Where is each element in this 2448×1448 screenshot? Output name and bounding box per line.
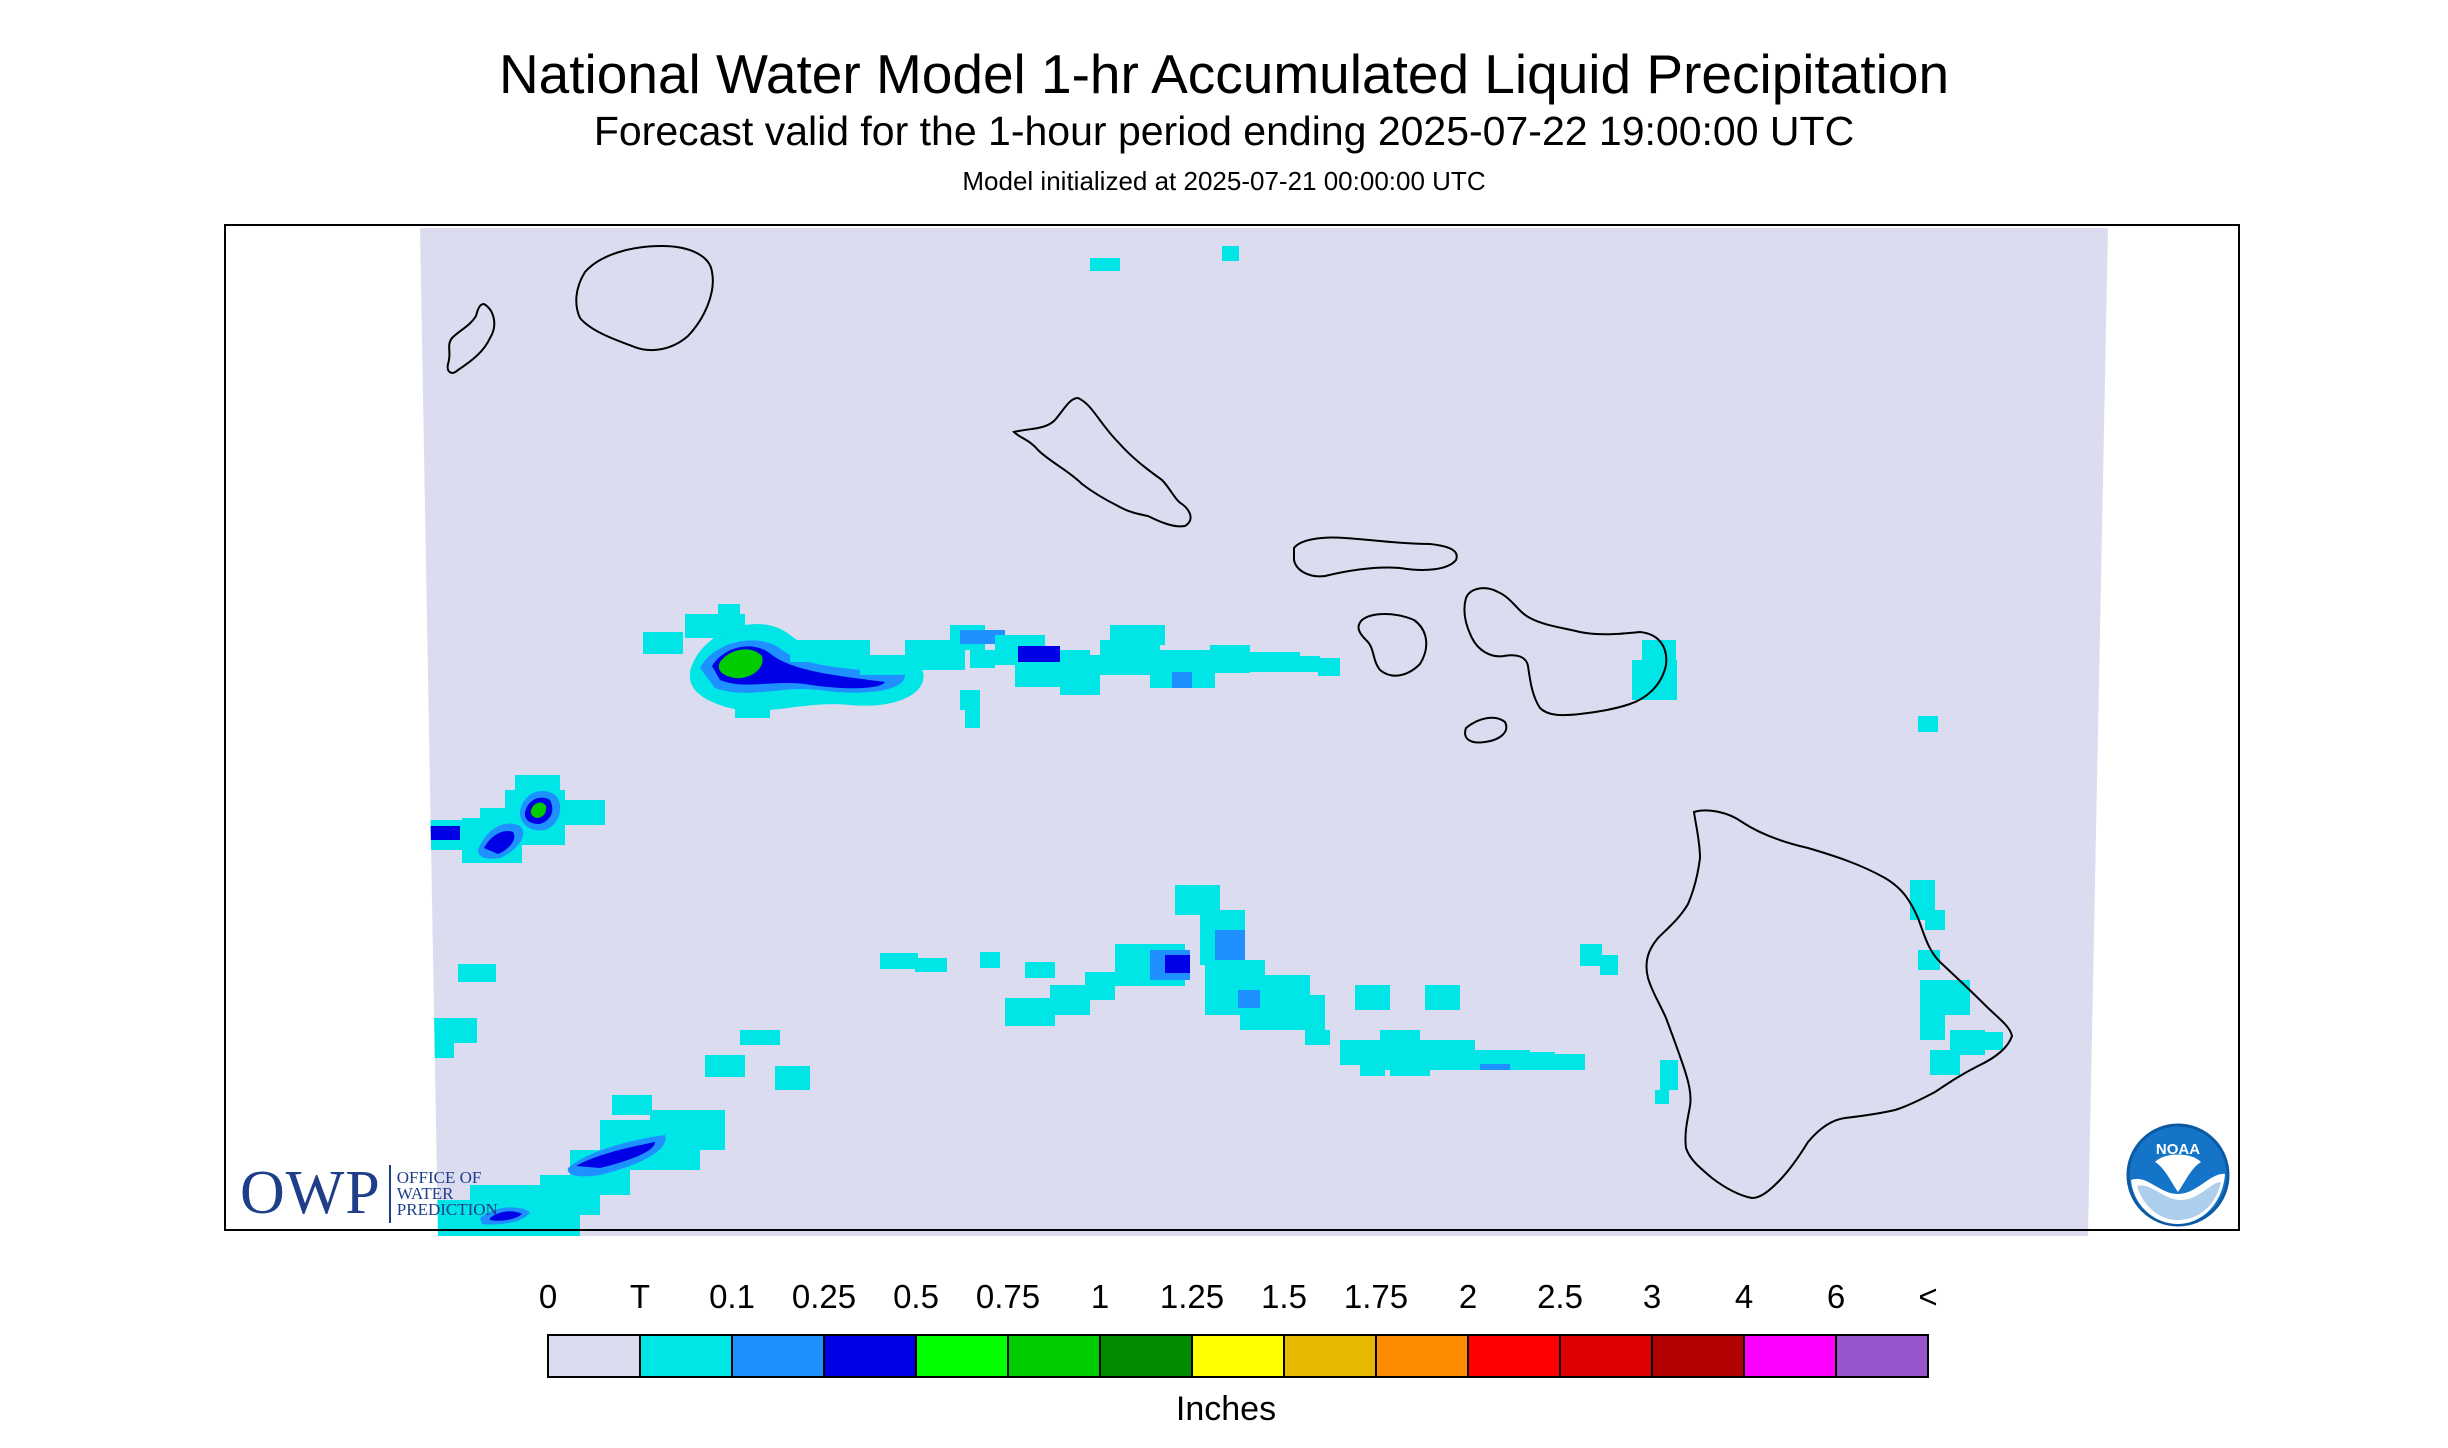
legend-label: 1.25	[1159, 1278, 1225, 1315]
legend-label: 1	[1090, 1278, 1110, 1315]
island-oahu	[1012, 396, 1192, 528]
color-legend	[547, 1334, 1929, 1378]
island-hawaii	[1645, 809, 2014, 1200]
owp-logo-line: PREDICTION	[396, 1199, 498, 1219]
precip-cells	[428, 246, 2003, 1236]
island-niihau	[446, 302, 496, 374]
island-lanai	[1357, 613, 1428, 677]
legend-label: 6	[1826, 1278, 1846, 1315]
legend-label: 1.75	[1343, 1278, 1409, 1315]
legend-swatch	[1191, 1334, 1285, 1378]
legend-swatch	[1559, 1334, 1653, 1378]
legend-label: 0.1	[709, 1278, 755, 1315]
noaa-logo-text: NOAA	[2156, 1141, 2200, 1158]
noaa-logo: NOAA	[2126, 1123, 2230, 1227]
legend-swatch	[1283, 1334, 1377, 1378]
legend-label: 4	[1734, 1278, 1754, 1315]
legend-swatch	[639, 1334, 733, 1378]
legend-label: 0	[538, 1278, 558, 1315]
island-kahoolawe	[1464, 716, 1508, 744]
legend-swatch	[823, 1334, 917, 1378]
legend-swatch	[547, 1334, 641, 1378]
owp-logo: OWP OFFICE OF WATER PREDICTION	[240, 1158, 498, 1229]
owp-logo-divider	[388, 1164, 391, 1223]
legend-label: 0.75	[975, 1278, 1041, 1315]
legend-label: 0.25	[791, 1278, 857, 1315]
legend-units: Inches	[1175, 1390, 1277, 1428]
legend-label: 3	[1642, 1278, 1662, 1315]
map-frame	[224, 224, 2240, 1231]
precip-cluster-west	[428, 775, 605, 863]
owp-logo-line: OFFICE OF	[396, 1167, 482, 1187]
legend-label: 0.5	[893, 1278, 939, 1315]
legend-swatch	[1467, 1334, 1561, 1378]
model-domain	[420, 228, 2108, 1236]
legend-swatch	[915, 1334, 1009, 1378]
legend-label: <	[1918, 1278, 1938, 1315]
map-title: National Water Model 1-hr Accumulated Li…	[498, 43, 1950, 105]
owp-logo-line: WATER	[396, 1183, 454, 1203]
island-maui	[1463, 587, 1668, 717]
island-molokai	[1293, 536, 1458, 578]
precip-band-north	[643, 246, 1340, 728]
owp-logo-mark: OWP	[240, 1159, 381, 1227]
owp-logo-text: OFFICE OF WATER PREDICTION	[396, 1167, 498, 1219]
legend-swatch	[1835, 1334, 1929, 1378]
legend-label: 2	[1458, 1278, 1478, 1315]
legend-swatch	[1375, 1334, 1469, 1378]
legend-swatch	[1743, 1334, 1837, 1378]
precip-band-south	[880, 885, 1585, 1076]
legend-swatch	[1099, 1334, 1193, 1378]
legend-label: 2.5	[1537, 1278, 1583, 1315]
legend-swatch	[1651, 1334, 1745, 1378]
legend-swatch	[1007, 1334, 1101, 1378]
map-subtitle: Forecast valid for the 1-hour period end…	[593, 108, 1855, 154]
legend-swatch	[731, 1334, 825, 1378]
coastlines	[446, 244, 2014, 1200]
model-init-line: Model initialized at 2025-07-21 00:00:00…	[962, 166, 1486, 196]
legend-label: 1.5	[1261, 1278, 1307, 1315]
island-kauai	[575, 244, 714, 352]
legend-label: T	[629, 1278, 651, 1315]
